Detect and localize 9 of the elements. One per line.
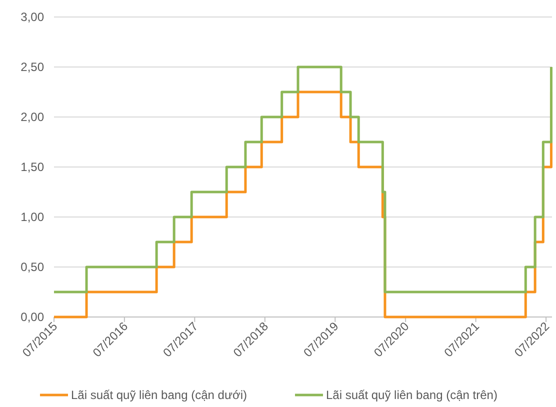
y-tick-label: 2,50: [20, 60, 44, 74]
y-tick-label: 1,50: [20, 160, 44, 174]
y-tick-label: 2,00: [20, 110, 44, 124]
y-tick-label: 0,00: [20, 310, 44, 324]
legend-label: Lãi suất quỹ liên bang (cận dưới): [71, 388, 248, 402]
legend-label: Lãi suất quỹ liên bang (cận trên): [326, 388, 498, 402]
y-tick-label: 0,50: [20, 260, 44, 274]
y-tick-label: 1,00: [20, 210, 44, 224]
y-tick-label: 3,00: [20, 10, 44, 24]
